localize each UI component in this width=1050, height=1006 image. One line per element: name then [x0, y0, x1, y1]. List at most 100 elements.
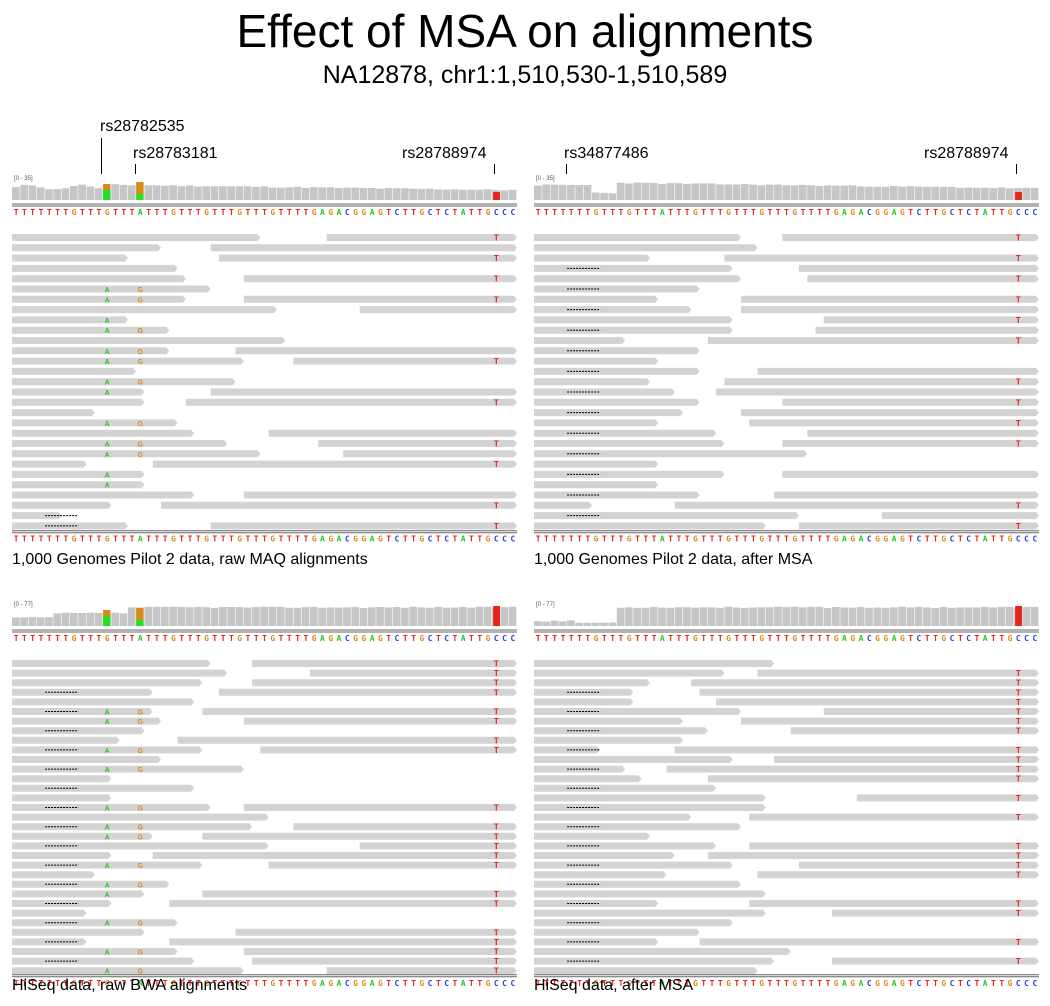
reference-base: T [958, 208, 963, 217]
coverage-bar [898, 186, 906, 200]
read [12, 512, 62, 520]
coverage-bar [534, 621, 542, 626]
reference-base: T [39, 208, 44, 217]
reference-base: C [1024, 979, 1029, 988]
mismatch-base: T [494, 669, 499, 678]
read [774, 755, 1039, 763]
mismatch-base: T [1016, 295, 1021, 304]
reference-base: T [436, 208, 441, 217]
reference-base: G [105, 634, 110, 643]
reference-base: A [320, 634, 325, 643]
reference-base: G [270, 208, 275, 217]
reference-base: G [726, 979, 731, 988]
reference-base: T [63, 979, 68, 988]
reference-base: G [792, 208, 797, 217]
read-rows: T T T T T T T T T T T T [534, 233, 1039, 531]
reference-base: T [146, 208, 151, 217]
reference-base: T [668, 208, 673, 217]
coverage-bar [185, 185, 194, 200]
reference-base: G [850, 634, 855, 643]
reference-base: T [22, 535, 27, 544]
read [534, 928, 700, 936]
reference-base: T [958, 979, 963, 988]
reference-base: A [138, 979, 143, 988]
read [534, 727, 708, 735]
mismatch-base: T [494, 679, 499, 688]
mismatch-base: A [105, 328, 110, 335]
snp-coverage-bar [136, 619, 144, 626]
reference-base: T [469, 208, 474, 217]
mismatch-base: T [494, 707, 499, 716]
read [534, 522, 766, 530]
mismatch-base: T [494, 522, 499, 531]
read [534, 306, 692, 314]
reference-base: T [403, 208, 408, 217]
read [12, 491, 195, 499]
read [218, 254, 517, 262]
coverage-bar [86, 612, 95, 626]
reference-base: T [453, 634, 458, 643]
read [161, 501, 517, 509]
read [534, 813, 692, 821]
coverage-bar [641, 607, 650, 626]
coverage-bar [558, 621, 567, 626]
reference-base: T [685, 979, 690, 988]
reference-base: T [22, 634, 27, 643]
reference-base: T [718, 535, 723, 544]
read [782, 398, 1039, 406]
mismatch-base: T [494, 803, 499, 812]
reference-base: T [652, 535, 657, 544]
reference-base: T [477, 634, 482, 643]
coverage-bar [1022, 187, 1031, 200]
coverage-bar [392, 607, 401, 626]
reference-base: T [908, 208, 913, 217]
coverage-bar [807, 606, 815, 626]
reference-base: G [792, 979, 797, 988]
reference-base: T [710, 208, 715, 217]
coverage-bar [401, 607, 409, 626]
coverage-track: [0 - 35] [534, 176, 1039, 200]
reference-base: G [693, 535, 698, 544]
caption-hiseq-msa: HiSeq data, after MSA [534, 977, 694, 994]
reference-base: T [577, 979, 582, 988]
reference-base: T [295, 979, 300, 988]
read [534, 832, 650, 840]
reference-base: G [328, 634, 333, 643]
reference-base: G [900, 208, 905, 217]
reference-base: T [113, 979, 118, 988]
coverage-bar [12, 617, 20, 626]
coverage-bar [591, 192, 600, 200]
coverage-bar [616, 182, 625, 200]
reference-base: T [262, 208, 267, 217]
reference-base: T [668, 535, 673, 544]
coverage-bar [674, 607, 683, 626]
reference-base: T [121, 634, 126, 643]
read [823, 316, 1039, 324]
alignment-track: [0 - 77]T T T T T T T G T T T G T T T A T T T G T T T G T T T G T T T G… [12, 602, 517, 988]
coverage-bar [417, 607, 426, 626]
read [749, 419, 1039, 427]
reference-base: C [867, 634, 872, 643]
mismatch-base: G [138, 709, 143, 716]
reference-base: T [97, 535, 102, 544]
reference-base: C [950, 208, 955, 217]
coverage-bar [450, 189, 459, 200]
coverage-range-label: [0 - 77] [14, 602, 33, 608]
mismatch-base: A [105, 921, 110, 928]
mismatch-base: T [494, 501, 499, 510]
coverage-bar [152, 185, 161, 200]
read [807, 429, 1039, 437]
coverage-bar [658, 607, 666, 626]
snp-tick [494, 164, 495, 174]
reference-base: T [246, 535, 251, 544]
coverage-bar [691, 607, 699, 626]
reference-base: T [975, 634, 980, 643]
reference-base: T [303, 634, 308, 643]
reference-base: T [784, 979, 789, 988]
read [12, 347, 170, 355]
reference-base: G [850, 535, 855, 544]
read [534, 357, 659, 365]
reference-base: T [635, 634, 640, 643]
reference-base: G [941, 634, 946, 643]
